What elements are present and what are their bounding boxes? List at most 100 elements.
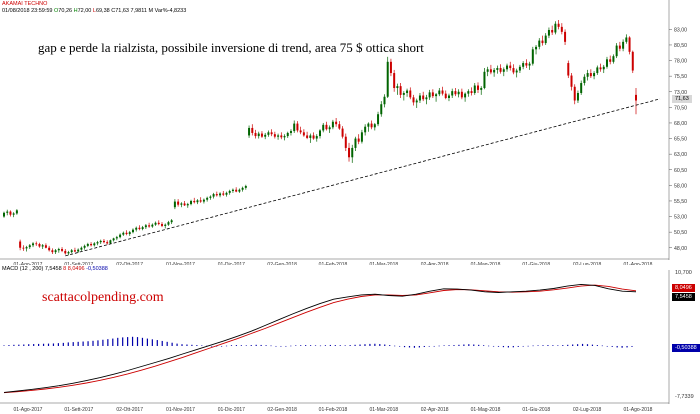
- candle: [331, 119, 334, 130]
- candle: [167, 220, 170, 226]
- histogram-bar: [626, 345, 628, 348]
- candle: [609, 55, 612, 65]
- candle: [93, 242, 96, 247]
- histogram-bar: [13, 344, 15, 346]
- histogram-bar: [364, 344, 366, 346]
- analysis-annotation: gap e perde la rialzista, possibile inve…: [38, 40, 424, 55]
- histogram-bar: [28, 344, 30, 346]
- histogram-bar: [166, 341, 168, 346]
- candle: [576, 90, 579, 103]
- candle: [441, 86, 444, 96]
- macd-value-tag: 10,700: [672, 269, 695, 277]
- candle: [351, 144, 354, 163]
- candle: [264, 132, 267, 140]
- candle: [344, 133, 347, 152]
- histogram-bar: [23, 344, 25, 346]
- candle: [319, 129, 321, 139]
- candle: [212, 192, 215, 199]
- candle: [12, 212, 15, 218]
- candle: [551, 25, 554, 35]
- candle: [190, 199, 193, 206]
- x-tick-label: 02-Apr-2018: [421, 262, 449, 265]
- y-tick-label: 63,00: [674, 152, 687, 158]
- candle: [328, 125, 331, 133]
- histogram-bar: [478, 344, 480, 346]
- histogram-bar: [112, 338, 114, 346]
- histogram-bar: [547, 345, 549, 346]
- candle: [506, 63, 509, 72]
- x-tick-label: 02-Ott-2017: [116, 262, 143, 265]
- candle: [141, 225, 144, 231]
- histogram-bar: [87, 341, 89, 346]
- histogram-bar: [527, 345, 529, 347]
- candle: [80, 246, 83, 251]
- histogram-bar: [374, 343, 376, 346]
- histogram-bar: [423, 345, 425, 348]
- histogram-bar: [216, 345, 218, 347]
- y-tick-label: 83,00: [674, 27, 687, 33]
- macd-value-tag: -0,50388: [672, 344, 700, 353]
- histogram-bar: [186, 344, 188, 346]
- candle: [248, 125, 251, 138]
- macd-x-tick-label: 02-Lug-2018: [573, 407, 602, 413]
- histogram-bar: [146, 338, 149, 346]
- candle: [377, 111, 380, 127]
- histogram-bar: [611, 345, 613, 347]
- histogram-bar: [384, 344, 386, 346]
- candle: [599, 63, 602, 72]
- candle: [22, 245, 25, 251]
- histogram-bar: [57, 343, 59, 346]
- macd-x-tick-label: 01-Ago-2017: [14, 407, 43, 413]
- candle: [454, 88, 457, 97]
- candle: [528, 61, 531, 70]
- candle: [154, 221, 157, 226]
- candle: [531, 46, 534, 66]
- candle: [280, 132, 283, 140]
- candle: [222, 190, 225, 196]
- candle: [309, 133, 312, 143]
- candle: [502, 67, 505, 77]
- candle: [277, 133, 280, 140]
- x-tick-label: 01-Sett-2017: [64, 262, 93, 265]
- histogram-bar: [394, 345, 396, 347]
- histogram-bar: [418, 345, 420, 348]
- y-tick-label: 80,50: [674, 43, 687, 49]
- histogram-bar: [517, 345, 519, 347]
- histogram-bar: [537, 345, 539, 346]
- support-trendline: [65, 98, 661, 257]
- histogram-bar: [586, 344, 589, 346]
- candle: [19, 239, 22, 251]
- candle: [489, 64, 492, 75]
- macd-x-tick-label: 01-Ago-2018: [624, 407, 653, 413]
- candle: [486, 66, 489, 77]
- candle: [128, 230, 131, 236]
- x-tick-label: 02-Gen-2018: [267, 262, 297, 265]
- histogram-bar: [532, 345, 534, 347]
- candle: [202, 198, 205, 204]
- histogram-bar: [191, 344, 193, 346]
- candle: [335, 117, 338, 127]
- candle: [628, 36, 631, 55]
- histogram-bar: [235, 345, 238, 346]
- candle: [96, 240, 99, 246]
- histogram-bar: [255, 344, 257, 346]
- macd-x-tick-label: 01-Giu-2018: [522, 407, 550, 413]
- candle: [102, 239, 105, 244]
- candle: [422, 91, 425, 102]
- histogram-bar: [92, 340, 94, 346]
- y-tick-label: 73,00: [674, 90, 687, 96]
- histogram-bar: [42, 343, 45, 346]
- histogram-bar: [305, 345, 307, 346]
- candle: [260, 131, 263, 138]
- histogram-bar: [577, 344, 579, 346]
- histogram-bar: [102, 339, 104, 346]
- candle: [135, 226, 138, 232]
- candle: [164, 223, 167, 229]
- histogram-bar: [280, 345, 282, 347]
- candle: [77, 248, 80, 253]
- histogram-bar: [300, 345, 302, 346]
- histogram-bar: [285, 345, 287, 347]
- histogram-bar: [443, 345, 445, 346]
- candle: [470, 87, 473, 96]
- histogram-bar: [38, 343, 40, 346]
